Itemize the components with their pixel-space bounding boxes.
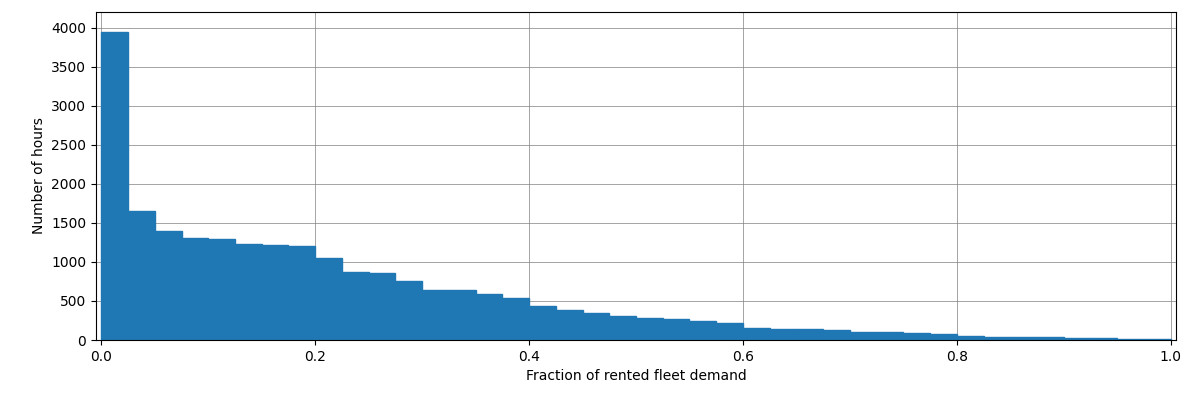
- Bar: [155, 232, 181, 340]
- Bar: [288, 246, 316, 340]
- Bar: [582, 313, 610, 340]
- Bar: [368, 273, 396, 340]
- Bar: [396, 281, 422, 340]
- Bar: [449, 290, 475, 340]
- Bar: [1144, 339, 1171, 340]
- Bar: [422, 290, 449, 340]
- Bar: [769, 329, 797, 340]
- Bar: [636, 318, 662, 340]
- Bar: [610, 316, 636, 340]
- Bar: [181, 238, 209, 340]
- Bar: [503, 298, 529, 340]
- Bar: [1037, 338, 1063, 340]
- Bar: [797, 330, 823, 340]
- Bar: [235, 244, 262, 340]
- Bar: [904, 333, 930, 340]
- Bar: [262, 245, 288, 340]
- Bar: [1091, 338, 1117, 340]
- Bar: [128, 211, 155, 340]
- Bar: [1117, 338, 1144, 340]
- Bar: [984, 337, 1010, 340]
- Bar: [850, 332, 876, 340]
- Bar: [716, 323, 743, 340]
- Bar: [342, 272, 368, 340]
- Bar: [690, 321, 716, 340]
- Bar: [1063, 338, 1091, 340]
- Y-axis label: Number of hours: Number of hours: [31, 118, 46, 234]
- Bar: [823, 330, 850, 340]
- Bar: [316, 258, 342, 340]
- Bar: [529, 306, 556, 340]
- Bar: [876, 332, 904, 340]
- Bar: [475, 294, 503, 340]
- Bar: [101, 32, 128, 340]
- Bar: [556, 310, 582, 340]
- Bar: [662, 319, 690, 340]
- Bar: [1010, 337, 1037, 340]
- Bar: [209, 239, 235, 340]
- X-axis label: Fraction of rented fleet demand: Fraction of rented fleet demand: [526, 369, 746, 383]
- Bar: [743, 328, 769, 340]
- Bar: [956, 336, 984, 340]
- Bar: [930, 334, 956, 340]
